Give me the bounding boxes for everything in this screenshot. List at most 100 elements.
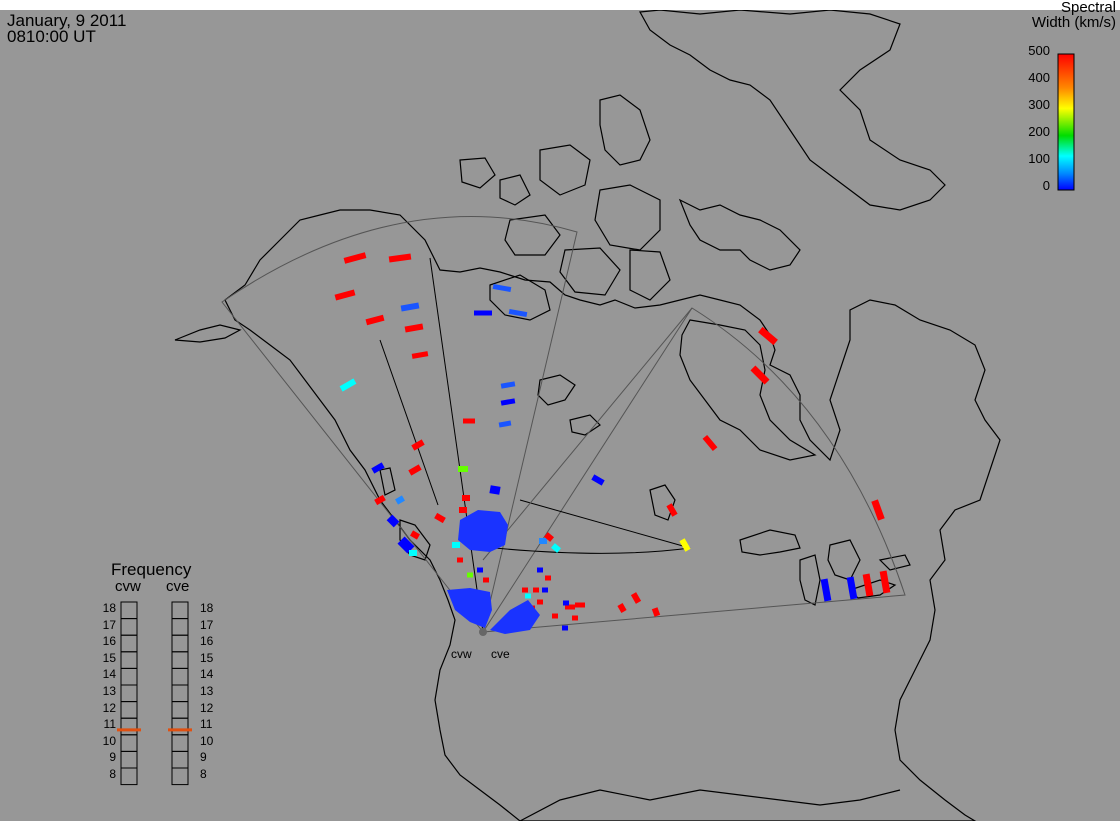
radar-cell	[474, 310, 492, 316]
radar-cell	[395, 495, 405, 505]
cve-fov	[482, 307, 906, 633]
radar-cell	[563, 600, 569, 606]
cvw-fov	[221, 215, 578, 634]
colorbar-tick-400: 400	[1028, 70, 1050, 85]
radar-cell	[702, 434, 718, 452]
frequency-scale-label-left: 17	[102, 617, 116, 632]
radar-echo-cluster-south	[447, 588, 492, 628]
arctic-island-3	[594, 184, 661, 251]
radar-cell	[562, 625, 568, 631]
frequency-scale-label-left: 12	[102, 700, 116, 715]
lake-winnipeg	[649, 484, 676, 521]
radar-cell	[679, 538, 691, 552]
frequency-scale-label-right: 17	[200, 617, 214, 632]
radar-cell	[565, 604, 575, 610]
radar-cell	[871, 499, 885, 521]
radar-cell	[452, 542, 460, 548]
radar-cell	[522, 587, 528, 593]
frequency-radar-left: cvw	[115, 578, 141, 595]
hudson-bay-coastline	[679, 319, 817, 461]
radar-cell	[820, 578, 832, 602]
baffin-island-coastline	[678, 198, 801, 271]
site-label-cvw: cvw	[451, 647, 472, 661]
radar-cell	[500, 381, 516, 389]
radar-cell	[411, 439, 425, 451]
date-label: January, 9 2011	[7, 11, 127, 30]
lake-superior	[739, 529, 801, 556]
frequency-scale-label-right: 10	[200, 733, 214, 748]
frequency-scale-label-left: 18	[102, 601, 116, 615]
frequency-scale-label-left: 14	[102, 667, 116, 682]
frequency-scale-label-right: 11	[200, 717, 213, 732]
radar-cell	[551, 543, 561, 553]
radar-cell	[539, 538, 547, 544]
radar-cell	[343, 252, 367, 264]
cve-mid-line	[482, 307, 693, 561]
radar-cell	[410, 530, 420, 540]
radar-echo-cluster-north	[458, 510, 508, 552]
site-label-cve: cve	[491, 647, 510, 661]
arctic-island-8	[459, 157, 496, 189]
radar-cell	[758, 326, 778, 346]
radar-cell	[617, 603, 627, 613]
radar-cell	[630, 592, 642, 604]
radar-cell	[463, 418, 475, 424]
coastline-layer	[174, 10, 1001, 821]
frequency-scale-label-left: 9	[109, 750, 116, 765]
frequency-scale-label-left: 16	[102, 634, 116, 649]
radar-cell	[457, 557, 463, 563]
colorbar-tick-100: 100	[1028, 151, 1050, 166]
radar-cell	[388, 253, 412, 263]
frequency-radar-right: cve	[166, 578, 190, 595]
colorbar-tick-0: 0	[1042, 178, 1050, 193]
frequency-scale-label-right: 14	[200, 667, 214, 682]
radar-cell	[500, 398, 516, 406]
gulf-coast	[519, 789, 901, 821]
radar-cell	[371, 462, 385, 474]
time-label: 0810:00 UT	[7, 27, 96, 46]
frequency-scale-label-left: 15	[102, 650, 116, 665]
radar-cell	[846, 576, 858, 600]
radar-cell	[572, 615, 578, 621]
great-bear-lake	[537, 374, 576, 406]
radar-cell	[862, 573, 874, 597]
radar-cell	[545, 575, 551, 581]
colorbar-title-line1: Spectral	[1060, 0, 1116, 16]
radar-cell	[544, 532, 554, 542]
radar-cell	[533, 587, 539, 593]
vancouver-island	[399, 519, 431, 561]
victoria-island	[489, 274, 551, 321]
arctic-island-1	[599, 94, 651, 166]
lake-huron	[827, 539, 861, 581]
radar-cell	[462, 495, 470, 501]
cve-inner-line	[519, 499, 691, 549]
radar-cell	[489, 485, 501, 495]
arctic-island-4	[504, 214, 561, 256]
radar-cell	[365, 314, 385, 326]
radar-cell	[552, 613, 558, 619]
radar-cell	[666, 503, 678, 517]
radar-cell	[374, 494, 386, 506]
arctic-island-2	[539, 144, 591, 196]
radar-cell	[459, 507, 467, 513]
radar-cell	[458, 466, 468, 472]
radar-cell	[537, 599, 543, 605]
frequency-scale-label-right: 9	[200, 750, 207, 765]
greenland-coastline	[639, 10, 946, 211]
radar-cell	[467, 572, 473, 578]
radar-cell	[483, 577, 489, 583]
colorbar-tick-500: 500	[1028, 43, 1050, 58]
colorbar-tick-300: 300	[1028, 97, 1050, 112]
frequency-scale-label-left: 11	[103, 717, 116, 732]
frequency-scale-label-right: 8	[200, 767, 207, 781]
radar-cell	[651, 607, 661, 617]
radar-cell	[400, 302, 420, 312]
great-slave-lake	[569, 414, 601, 436]
radar-cell	[411, 351, 429, 359]
frequency-scale-label-right: 18	[200, 601, 214, 615]
radar-cell	[397, 536, 415, 554]
radar-cell	[879, 570, 891, 594]
colorbar-tick-200: 200	[1028, 124, 1050, 139]
radar-cell	[575, 602, 585, 608]
radar-cell	[508, 308, 528, 318]
